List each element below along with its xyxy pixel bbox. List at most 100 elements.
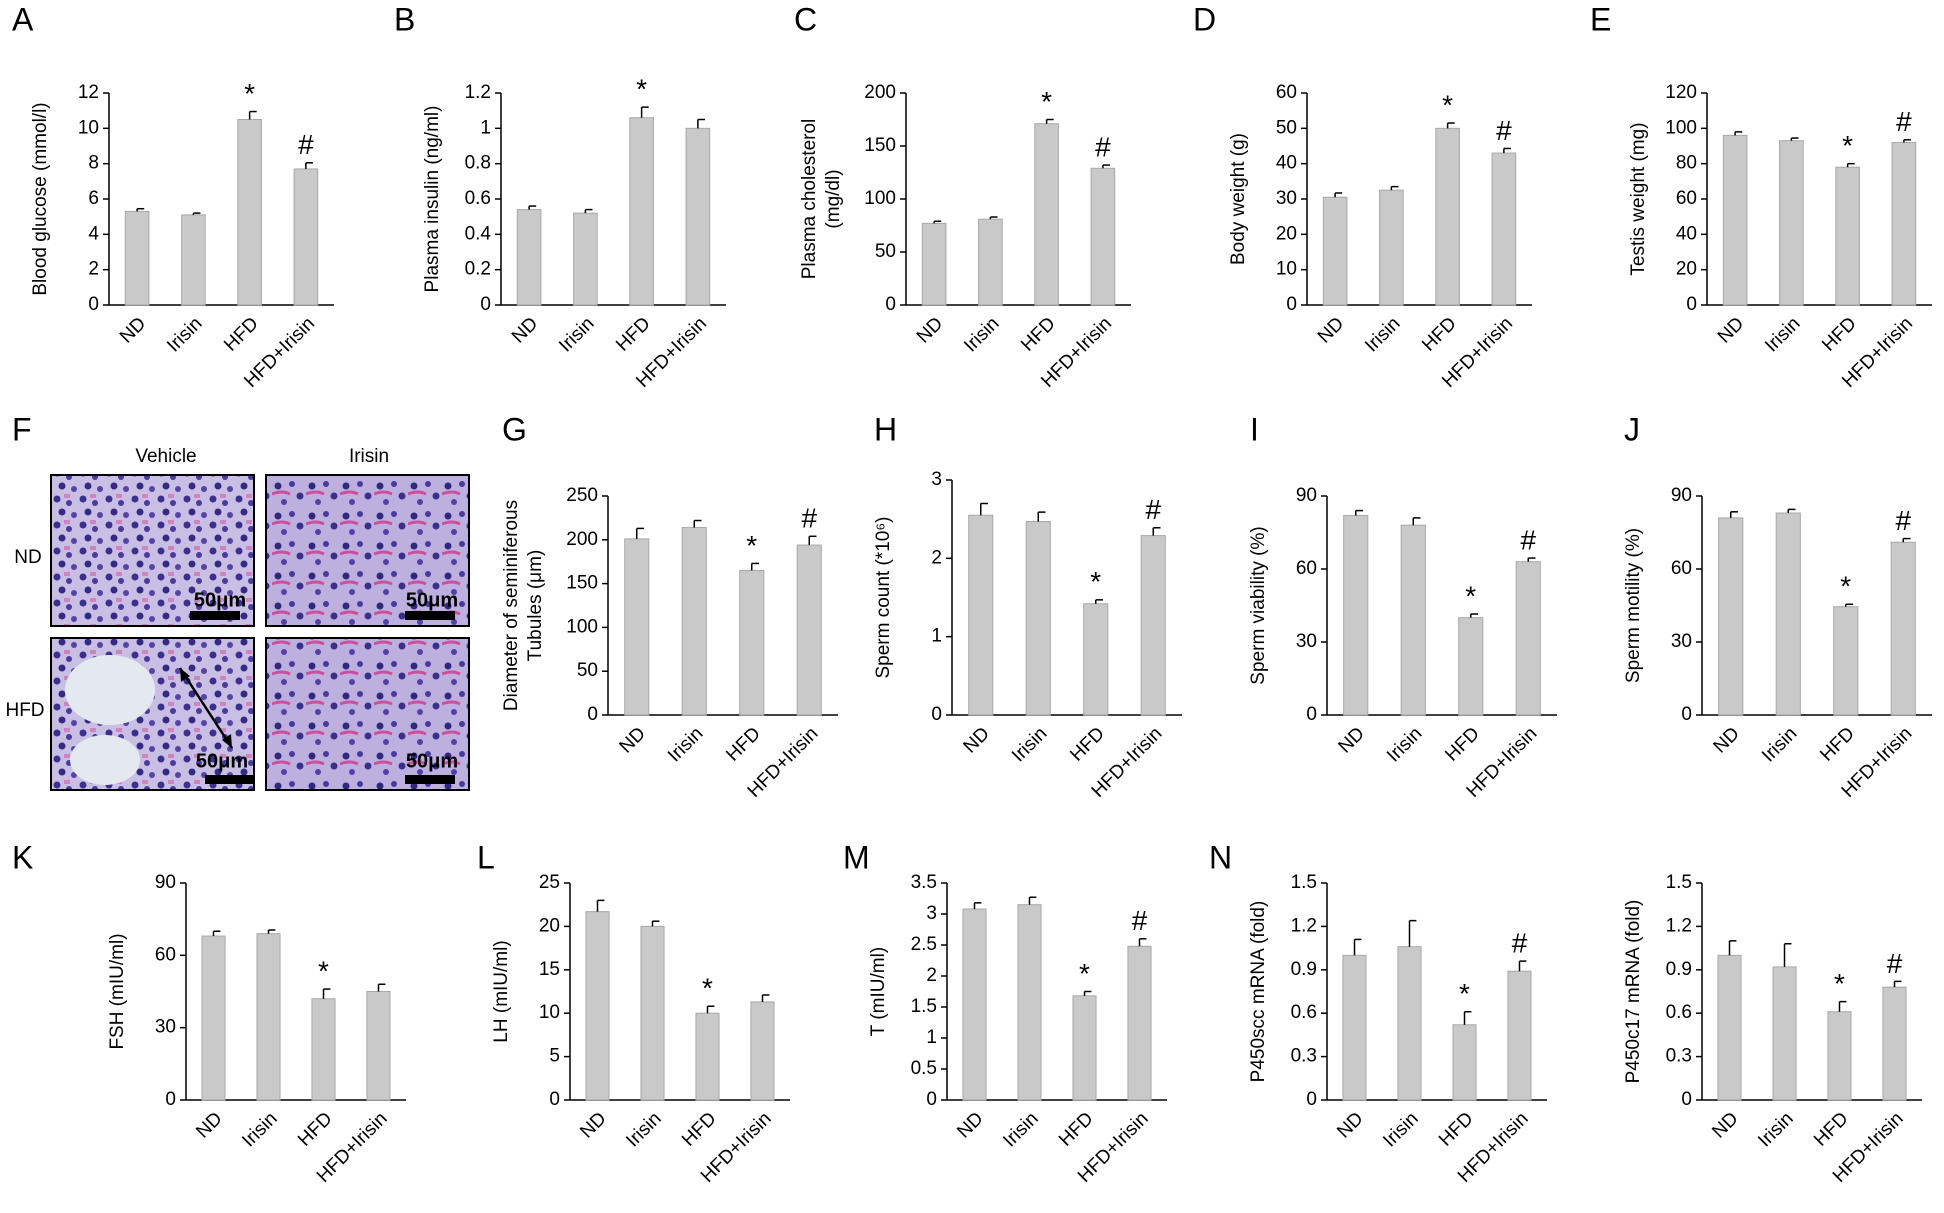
x-tick-label: Irisin (1761, 313, 1804, 356)
x-tick-label: Irisin (664, 723, 707, 766)
significance-mark: * (746, 530, 757, 561)
bar (516, 209, 542, 306)
x-tick-label: ND (1710, 723, 1744, 757)
x-tick-label: HFD (1418, 313, 1460, 355)
panel-letter: K (12, 839, 33, 875)
x-tick-label: Irisin (960, 313, 1003, 356)
lumen (70, 735, 140, 785)
significance-mark: # (1520, 524, 1536, 555)
y-tick-label: 40 (1676, 223, 1697, 244)
significance-mark: # (1512, 928, 1528, 959)
x-tick-label: Irisin (1361, 313, 1404, 356)
bar (1400, 524, 1426, 716)
x-tick-label: Irisin (1383, 723, 1426, 766)
arrow-head (222, 734, 232, 748)
bar (237, 119, 262, 306)
panel-letter: N (1209, 839, 1232, 875)
x-tick-label: HFD (1435, 1108, 1477, 1150)
y-tick-label: 60 (1676, 188, 1697, 209)
panel-letter: D (1193, 1, 1216, 37)
significance-mark: * (1834, 968, 1845, 999)
x-tick-label: HFD (722, 723, 764, 765)
scale-bar (205, 775, 255, 784)
x-tick-label: ND (116, 313, 150, 347)
bar (124, 210, 150, 306)
bar (1127, 945, 1152, 1101)
x-tick-label: HFD (612, 313, 654, 355)
significance-mark: # (801, 503, 817, 534)
bar (1072, 995, 1097, 1101)
y-axis-label: (mg/dl) (823, 169, 844, 228)
y-tick-label: 0 (165, 1089, 176, 1110)
scale-label: 50μm (406, 750, 458, 772)
y-tick-label: 3 (926, 903, 937, 924)
bar (1379, 189, 1404, 306)
bar (695, 1012, 720, 1101)
y-axis-label: Body weight (g) (1228, 133, 1249, 265)
significance-mark: * (1079, 958, 1090, 989)
x-tick-label: HFD (1017, 313, 1059, 355)
lumen (65, 655, 155, 725)
y-tick-label: 0 (1306, 704, 1317, 725)
column-label: Irisin (349, 446, 389, 467)
y-tick-label: 2 (88, 259, 99, 280)
bar (201, 935, 226, 1101)
significance-mark: * (1090, 566, 1101, 597)
bar (1397, 946, 1422, 1101)
scale-label: 50μm (194, 589, 246, 611)
x-tick-label: Irisin (238, 1108, 281, 1151)
y-tick-label: 0.9 (1291, 959, 1317, 980)
y-tick-label: 1 (931, 626, 942, 647)
bar (1718, 517, 1744, 716)
x-tick-label: Irisin (999, 1108, 1042, 1151)
y-tick-label: 1 (926, 1027, 937, 1048)
panel-letter: H (874, 411, 897, 447)
y-axis-label: P450c17 mRNA (fold) (1623, 900, 1644, 1084)
significance-mark: * (1842, 130, 1853, 161)
significance-mark: * (244, 78, 255, 109)
significance-mark: * (1459, 978, 1470, 1009)
bar (1827, 1011, 1852, 1101)
chart-panel: I 0 30 60 90 Sperm viability (%) ND Irisin * HFD #… (1248, 411, 1557, 802)
scale-bar (405, 611, 455, 620)
y-tick-label: 0 (885, 294, 896, 315)
y-tick-label: 50 (1276, 117, 1297, 138)
bar (796, 544, 822, 716)
column-label: Vehicle (135, 446, 196, 467)
y-tick-label: 90 (1296, 485, 1317, 506)
y-tick-label: 0.3 (1666, 1046, 1692, 1067)
x-tick-label: Irisin (555, 313, 598, 356)
y-tick-label: 0 (480, 294, 491, 315)
bar (681, 527, 707, 716)
y-tick-label: 150 (566, 573, 598, 594)
significance-mark: * (1840, 571, 1851, 602)
y-tick-label: 0.3 (1291, 1046, 1317, 1067)
y-tick-label: 8 (88, 153, 99, 174)
chart-panel: N 0 0.3 0.6 0.9 1.2 1.5 P450scc mRNA (fold) ND Ir… (1209, 839, 1547, 1187)
y-tick-label: 100 (864, 188, 896, 209)
x-tick-label: ND (1335, 723, 1369, 757)
x-tick-label: ND (1333, 1108, 1367, 1142)
panel-letter: A (12, 1, 34, 37)
y-tick-label: 30 (1296, 631, 1317, 652)
x-tick-label: HFD (1441, 723, 1483, 765)
y-axis-label: P450scc mRNA (fold) (1248, 901, 1269, 1083)
panel-letter: J (1624, 411, 1640, 447)
y-axis-label: Sperm motility (%) (1623, 528, 1644, 683)
y-tick-label: 5 (549, 1046, 560, 1067)
chart-panel: 0 0.3 0.6 0.9 1.2 1.5 P450c17 mRNA (fold) ND Iri… (1623, 872, 1922, 1187)
bar (1891, 141, 1917, 306)
micrograph (50, 474, 255, 627)
y-tick-label: 15 (539, 959, 560, 980)
y-tick-label: 0 (1686, 294, 1697, 315)
bar (366, 991, 391, 1101)
x-tick-label: HFD (220, 313, 262, 355)
bar (1890, 541, 1916, 716)
y-tick-label: 200 (566, 529, 598, 550)
y-tick-label: 100 (566, 616, 598, 637)
y-tick-label: 3 (931, 469, 942, 490)
y-tick-label: 50 (875, 241, 896, 262)
y-axis-label: Plasma cholesterol (799, 119, 820, 280)
y-tick-label: 10 (1276, 259, 1297, 280)
y-tick-label: 30 (1671, 631, 1692, 652)
